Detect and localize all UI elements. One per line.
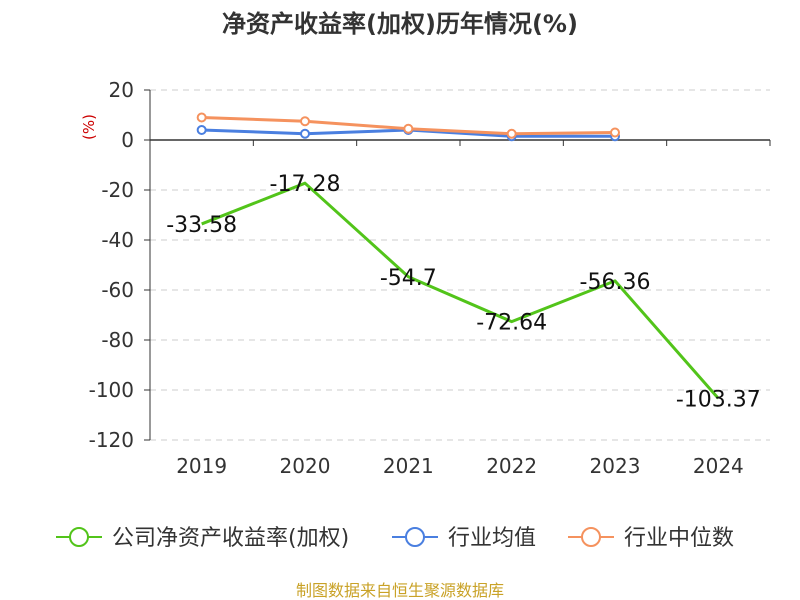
series-point: [196, 125, 207, 135]
legend-marker: [69, 527, 89, 547]
data-labels: -33.58 -17.28 -54.7 -72.64 -56.36 -103.37: [166, 172, 761, 412]
x-tick-label: 2021: [383, 454, 434, 478]
x-tick-label: 2022: [486, 454, 537, 478]
series-point: [300, 128, 310, 139]
x-tick-label: 2019: [176, 454, 227, 478]
chart-title: 净资产收益率(加权)历年情况(%): [222, 10, 578, 38]
y-tick-label: -40: [101, 228, 134, 252]
legend: 公司净资产收益率(加权) 行业均值 行业中位数: [56, 526, 734, 551]
y-tick-label: 20: [109, 78, 134, 102]
series-lines: [196, 112, 720, 400]
legend-label: 行业中位数: [624, 526, 734, 551]
y-tick-label: 0: [121, 128, 134, 152]
y-axis-unit: (%): [80, 114, 98, 140]
legend-marker: [581, 527, 601, 547]
series-point: [506, 128, 517, 139]
series-point: [403, 123, 414, 134]
series-point: [196, 112, 207, 123]
legend-label: 公司净资产收益率(加权): [112, 526, 349, 551]
data-label: -72.64: [476, 311, 547, 336]
x-tick-label: 2023: [590, 454, 641, 478]
data-label: -33.58: [166, 213, 237, 238]
x-tick-label: 2024: [693, 454, 744, 478]
y-tick-label: -60: [101, 278, 134, 302]
y-tick-label: -80: [101, 328, 134, 352]
legend-label: 行业均值: [448, 526, 536, 551]
series-line: [201, 181, 720, 400]
source-note: 制图数据来自恒生聚源数据库: [296, 581, 504, 600]
data-label: -54.7: [380, 266, 437, 291]
data-label: -56.36: [580, 270, 651, 295]
legend-marker: [405, 527, 425, 547]
data-label: -17.28: [270, 172, 341, 197]
series-point: [300, 116, 310, 127]
series-point: [610, 127, 620, 138]
x-tick-label: 2020: [280, 454, 331, 478]
y-tick-label: -120: [89, 428, 134, 452]
y-tick-label: -20: [101, 178, 134, 202]
axes: 20 0 -20 -40 -60 -80 -100 -120 2019 2020 2021 2022 2…: [89, 78, 771, 478]
grid-lines: [150, 89, 770, 441]
y-tick-label: -100: [89, 378, 134, 402]
data-label: -103.37: [676, 387, 761, 412]
